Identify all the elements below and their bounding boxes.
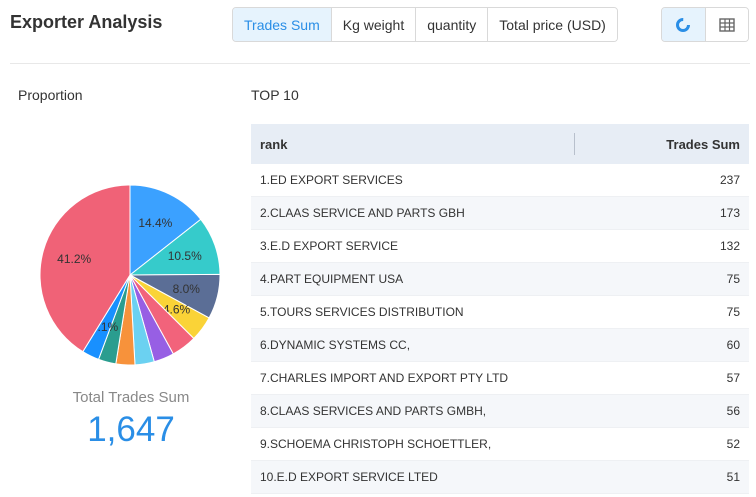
pie-slice-label: 4.6% xyxy=(163,303,191,317)
header-divider xyxy=(10,63,750,64)
view-toggle xyxy=(661,7,749,42)
row-exporter-name: 2.CLAAS SERVICE AND PARTS GBH xyxy=(260,206,465,220)
column-divider xyxy=(574,133,575,155)
row-trades-sum: 237 xyxy=(719,173,740,187)
row-trades-sum: 57 xyxy=(726,371,740,385)
row-exporter-name: 8.CLAAS SERVICES AND PARTS GMBH, xyxy=(260,404,487,418)
table-body: 1.ED EXPORT SERVICES 237 2.CLAAS SERVICE A… xyxy=(251,164,749,494)
pie-slice-label: 14.4% xyxy=(138,216,172,230)
row-trades-sum: 132 xyxy=(719,239,740,253)
column-rank[interactable]: rank xyxy=(260,136,288,152)
table-row[interactable]: 3.E.D EXPORT SERVICE 132 xyxy=(251,230,749,263)
row-trades-sum: 51 xyxy=(726,470,740,484)
row-exporter-name: 7.CHARLES IMPORT AND EXPORT PTY LTD xyxy=(260,371,509,385)
top10-label: TOP 10 xyxy=(251,87,299,103)
pie-chart-view-button[interactable] xyxy=(662,8,705,41)
row-exporter-name: 10.E.D EXPORT SERVICE LTED xyxy=(260,470,438,484)
pie-slice[interactable] xyxy=(39,184,131,353)
row-exporter-name: 6.DYNAMIC SYSTEMS CC, xyxy=(260,338,411,352)
row-trades-sum: 75 xyxy=(726,272,740,286)
metric-tabs: Trades Sum Kg weight quantity Total pric… xyxy=(232,7,618,42)
table-row[interactable]: 2.CLAAS SERVICE AND PARTS GBH 173 xyxy=(251,197,749,230)
table-header: rank Trades Sum xyxy=(251,124,749,164)
tab-quantity[interactable]: quantity xyxy=(415,8,488,41)
row-trades-sum: 173 xyxy=(719,206,740,220)
row-exporter-name: 9.SCHOEMA CHRISTOPH SCHOETTLER, xyxy=(260,437,492,451)
row-exporter-name: 5.TOURS SERVICES DISTRIBUTION xyxy=(260,305,464,319)
tab-trades-sum[interactable]: Trades Sum xyxy=(233,8,331,41)
total-label: Total Trades Sum xyxy=(72,389,190,406)
row-trades-sum: 60 xyxy=(726,338,740,352)
tab-total-price[interactable]: Total price (USD) xyxy=(487,8,617,41)
row-trades-sum: 75 xyxy=(726,305,740,319)
table-icon xyxy=(719,17,735,32)
table-row[interactable]: 8.CLAAS SERVICES AND PARTS GMBH, 56 xyxy=(251,395,749,428)
pie-chart-icon xyxy=(676,17,691,32)
table-row[interactable]: 1.ED EXPORT SERVICES 237 xyxy=(251,164,749,197)
pie-slice-label: 8.0% xyxy=(173,282,201,296)
page-title: Exporter Analysis xyxy=(10,12,163,32)
column-trades-sum[interactable]: Trades Sum xyxy=(666,136,740,152)
row-trades-sum: 52 xyxy=(726,437,740,451)
table-row[interactable]: 10.E.D EXPORT SERVICE LTED 51 xyxy=(251,461,749,494)
table-row[interactable]: 4.PART EQUIPMENT USA 75 xyxy=(251,263,749,296)
pie-slice-label: 41.2% xyxy=(57,252,91,266)
total-value: 1,647 xyxy=(87,410,175,449)
row-exporter-name: 3.E.D EXPORT SERVICE xyxy=(260,239,399,253)
table-row[interactable]: 7.CHARLES IMPORT AND EXPORT PTY LTD 57 xyxy=(251,362,749,395)
proportion-pie-chart: 14.4%10.5%8.0%4.6%3.1%41.2% xyxy=(39,184,221,366)
top10-table: rank Trades Sum 1.ED EXPORT SERVICES 237 2… xyxy=(251,124,749,494)
row-exporter-name: 1.ED EXPORT SERVICES xyxy=(260,173,403,187)
table-row[interactable]: 5.TOURS SERVICES DISTRIBUTION 75 xyxy=(251,296,749,329)
tab-kg-weight[interactable]: Kg weight xyxy=(330,8,416,41)
row-exporter-name: 4.PART EQUIPMENT USA xyxy=(260,272,404,286)
row-trades-sum: 56 xyxy=(726,404,740,418)
table-view-button[interactable] xyxy=(704,8,748,41)
proportion-label: Proportion xyxy=(18,87,83,103)
pie-slice-label: 10.5% xyxy=(168,249,202,263)
pie-slice[interactable] xyxy=(129,184,202,277)
table-row[interactable]: 9.SCHOEMA CHRISTOPH SCHOETTLER, 52 xyxy=(251,428,749,461)
table-row[interactable]: 6.DYNAMIC SYSTEMS CC, 60 xyxy=(251,329,749,362)
